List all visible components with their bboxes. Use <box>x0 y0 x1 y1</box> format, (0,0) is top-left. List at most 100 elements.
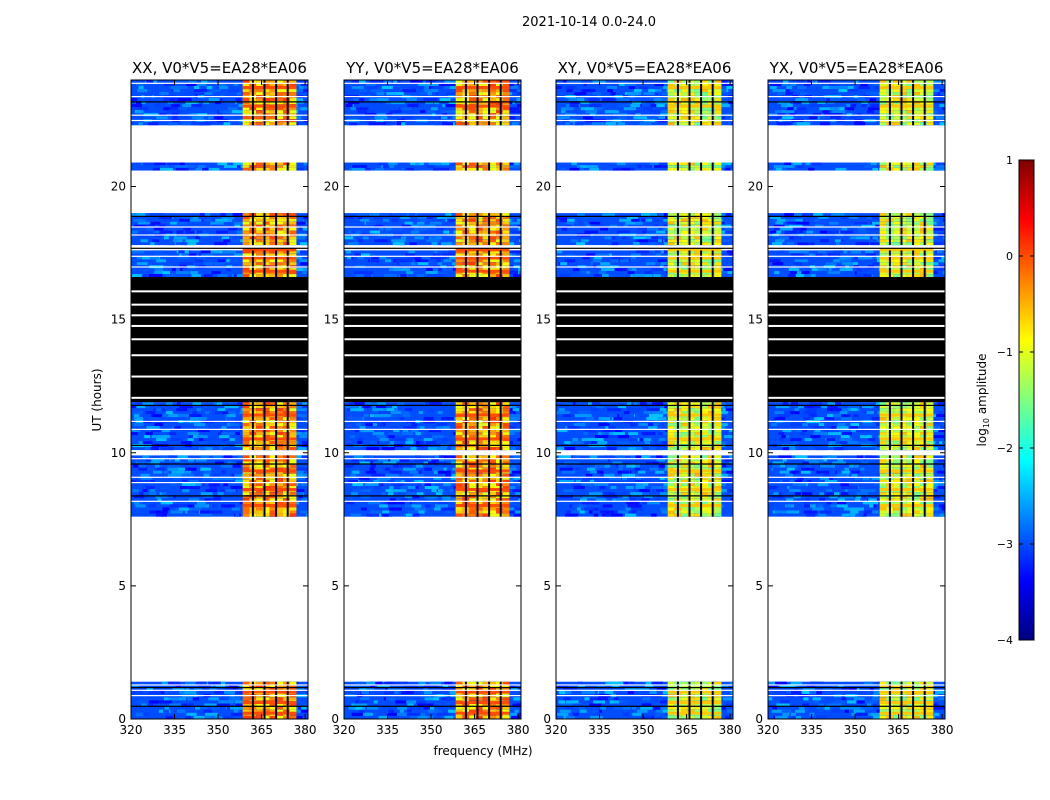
noise-cell <box>217 411 231 415</box>
noise-cell <box>402 441 408 445</box>
noise-cell <box>355 239 364 243</box>
noise-cell <box>297 274 305 278</box>
rfi-cell <box>482 435 490 439</box>
noise-cell <box>209 510 223 514</box>
flag-row <box>344 114 521 116</box>
noise-cell <box>144 435 151 439</box>
noise-cell <box>401 259 413 263</box>
rfi-cell <box>694 432 702 436</box>
noise-cell <box>353 236 366 240</box>
noise-cell <box>166 274 175 278</box>
rfi-cell <box>482 467 490 471</box>
rfi-cell <box>502 417 510 421</box>
rfi-cell <box>701 411 709 415</box>
noise-cell <box>513 513 521 517</box>
panel-title: XX, V0*V5=EA28*EA06 <box>132 59 307 77</box>
noise-cell <box>203 262 214 266</box>
noise-cell <box>203 101 210 105</box>
noise-cell <box>231 687 238 692</box>
rfi-cell <box>262 92 270 96</box>
noise-cell <box>628 498 637 502</box>
noise-cell <box>138 467 148 471</box>
rfi-cell <box>455 242 463 246</box>
noise-cell <box>598 423 610 427</box>
rfi-cell <box>269 165 277 168</box>
noise-cell <box>221 504 235 508</box>
noise-cell <box>383 274 397 278</box>
noise-cell <box>184 242 197 246</box>
rfi-cell <box>687 405 695 409</box>
noise-cell <box>163 107 175 111</box>
noise-cell <box>423 417 434 421</box>
rfi-cell <box>475 107 483 111</box>
noise-cell <box>427 165 432 168</box>
noise-cell <box>234 253 247 257</box>
rfi-cell <box>687 498 695 502</box>
rfi-cell <box>681 706 688 710</box>
noise-cell <box>395 259 407 263</box>
noise-cell <box>424 467 436 471</box>
noise-cell <box>418 236 423 240</box>
noise-cell <box>731 501 733 505</box>
rfi-cell <box>269 107 277 111</box>
noise-cell <box>131 250 145 254</box>
noise-cell <box>145 486 155 490</box>
noise-cell <box>160 447 174 451</box>
noise-cell <box>364 402 378 406</box>
flagged-channel <box>275 402 278 451</box>
noise-cell <box>197 417 207 421</box>
rfi-cell <box>455 492 463 496</box>
rfi-cell <box>482 80 490 84</box>
rfi-cell <box>475 259 483 263</box>
noise-cell <box>138 89 147 93</box>
noise-cell <box>369 467 375 471</box>
flag-row <box>131 255 308 257</box>
noise-cell <box>615 498 630 502</box>
flag-gap-line <box>131 396 308 399</box>
rfi-cell <box>475 495 483 499</box>
noise-cell <box>513 259 521 263</box>
noise-cell <box>154 162 166 166</box>
noise-cell <box>428 89 439 93</box>
rfi-cell <box>482 681 490 685</box>
rfi-cell <box>489 230 497 234</box>
rfi-cell <box>289 461 297 465</box>
x-tick-label: 380 <box>294 723 317 737</box>
rfi-cell <box>489 467 497 471</box>
noise-cell <box>444 681 453 685</box>
noise-cell <box>175 221 188 225</box>
rfi-cell <box>502 242 510 246</box>
rfi-cell <box>276 455 284 459</box>
rfi-cell <box>269 483 277 487</box>
data-segment <box>131 162 308 171</box>
noise-cell <box>172 438 182 442</box>
rfi-cell <box>256 274 263 278</box>
rfi-cell <box>475 227 483 231</box>
rfi-cell <box>455 681 463 685</box>
noise-cell <box>132 489 139 493</box>
noise-cell <box>556 411 570 415</box>
rfi-cell <box>502 253 510 257</box>
noise-cell <box>161 681 168 685</box>
rfi-cell <box>242 122 250 126</box>
noise-cell <box>388 435 395 439</box>
rfi-cell <box>469 242 476 246</box>
rfi-cell <box>269 224 277 228</box>
rfi-cell <box>276 435 284 439</box>
noise-cell <box>391 227 402 231</box>
rfi-cell <box>276 224 284 228</box>
rfi-cell <box>714 461 722 465</box>
noise-cell <box>300 262 308 266</box>
noise-cell <box>387 423 399 427</box>
noise-cell <box>621 492 628 496</box>
noise-cell <box>660 461 672 465</box>
noise-cell <box>418 253 428 257</box>
rfi-cell <box>455 98 463 102</box>
rfi-cell <box>269 101 277 105</box>
noise-cell <box>438 489 443 493</box>
rfi-cell <box>667 706 675 710</box>
rfi-cell <box>242 274 250 278</box>
rfi-cell <box>701 426 709 430</box>
x-tick-label: 335 <box>163 723 186 737</box>
